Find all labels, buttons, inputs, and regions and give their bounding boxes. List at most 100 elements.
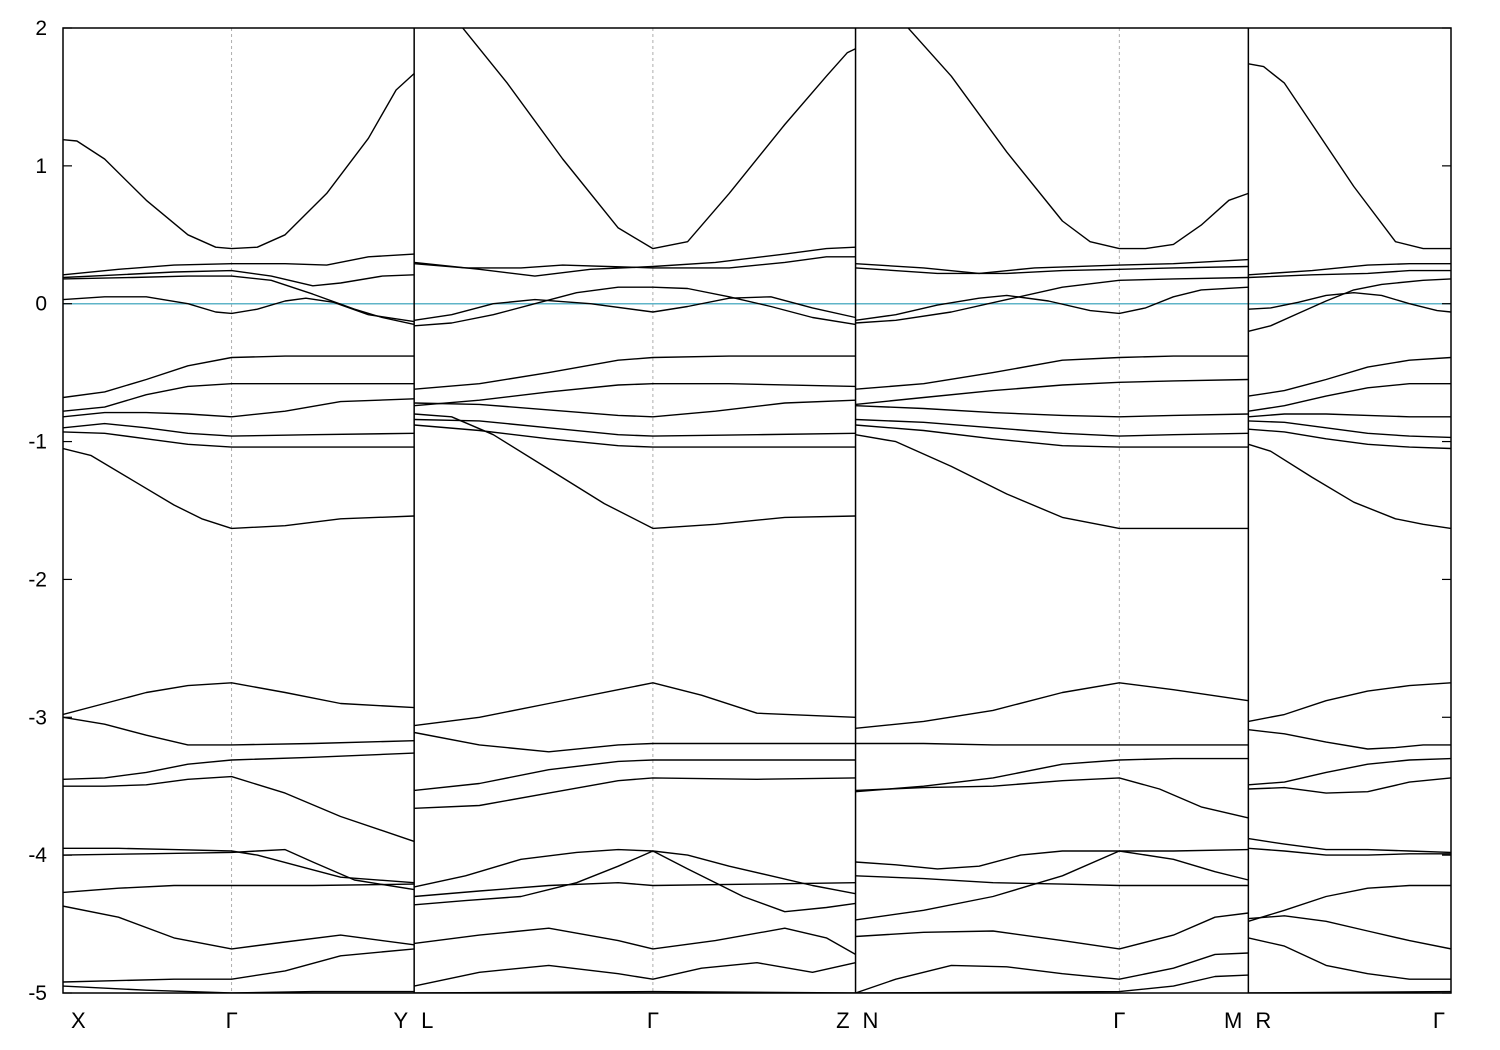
band-line-vb4: [414, 383, 856, 407]
band-line-cb2: [855, 258, 1249, 275]
band-line-vb7: [63, 431, 415, 448]
band-line-vb7: [855, 424, 1249, 448]
band-line-vb3: [63, 355, 415, 399]
band-line-d1: [1248, 682, 1451, 723]
band-line-d6: [414, 882, 856, 898]
band-line-d3: [414, 759, 856, 792]
band-line-vb1: [855, 286, 1249, 321]
band-line-vb6: [855, 418, 1249, 437]
kpoint-label: Y: [393, 1008, 408, 1033]
band-line-d8: [855, 912, 1249, 950]
band-line-vb7: [1248, 428, 1451, 450]
band-line-d2: [855, 742, 1249, 746]
band-line-d6: [1248, 847, 1451, 856]
band-line-vb4: [855, 378, 1249, 406]
band-line-cb1: [1248, 63, 1451, 250]
kpoint-label: M: [1224, 1008, 1242, 1033]
band-line-cb3: [1248, 269, 1451, 279]
band-line-d2: [63, 716, 415, 746]
band-line-d4: [414, 777, 856, 809]
band-line-cb1: [63, 72, 415, 250]
band-line-d9: [63, 948, 415, 983]
band-line-cb2: [414, 246, 856, 277]
band-line-d7: [63, 883, 415, 894]
band-line-d7: [855, 850, 1249, 921]
band-line-vb2: [63, 275, 415, 326]
kpoint-label: X: [71, 1008, 86, 1033]
kpoint-label: R: [1255, 1008, 1271, 1033]
band-lines: [63, 28, 1451, 993]
band-line-vb8: [855, 434, 1249, 530]
y-tick-label: -4: [28, 844, 47, 867]
band-line-d9: [1248, 937, 1451, 980]
kpoint-label: Z: [836, 1008, 849, 1033]
plot-frame: [62, 27, 1452, 994]
y-tick-label: 1: [35, 155, 47, 178]
band-line-vb2: [1248, 278, 1451, 332]
band-line-d9: [414, 962, 856, 987]
y-tick-label: -2: [28, 568, 47, 591]
y-axis-ticks: 2 1 0 -1 -2 -3 -4 -5: [28, 17, 1451, 1005]
band-line-d4: [63, 775, 415, 843]
band-line-vb5: [1248, 413, 1451, 418]
band-line-d10: [414, 974, 1249, 993]
y-tick-label: -1: [28, 431, 47, 454]
band-line-vb8: [63, 447, 415, 530]
band-line-cb3: [414, 256, 856, 269]
kpoint-label: N: [863, 1008, 879, 1033]
segment-boundaries: [413, 28, 1250, 993]
band-line-d7: [414, 850, 856, 906]
y-tick-label: 2: [35, 17, 47, 40]
band-line-d1: [855, 682, 1249, 729]
band-line-vb3: [414, 355, 856, 390]
band-line-d1: [63, 682, 415, 716]
band-line-d4: [855, 777, 1249, 819]
kpoint-label: Γ: [226, 1008, 238, 1033]
y-tick-label: -3: [28, 706, 47, 729]
band-line-d8: [63, 905, 415, 950]
band-line-vb3: [1248, 356, 1451, 397]
band-line-vb6: [414, 418, 856, 437]
band-line-vb8: [414, 413, 856, 530]
band-line-vb3: [855, 355, 1249, 390]
band-line-d3: [1248, 757, 1451, 786]
band-line-cb1: [461, 28, 856, 250]
band-line-vb6: [1248, 420, 1451, 439]
band-line-vb6: [63, 422, 415, 437]
band-line-d3: [855, 757, 1249, 793]
band-line-vb1: [63, 296, 415, 323]
band-line-cb3: [63, 269, 415, 287]
band-line-cb2: [1248, 263, 1451, 276]
band-line-vb5: [63, 398, 415, 418]
band-line-vb7: [414, 424, 856, 448]
band-line-vb5: [855, 405, 1249, 418]
band-line-d5: [855, 848, 1249, 870]
band-line-d4: [1248, 777, 1451, 794]
band-line-vb1: [414, 296, 856, 321]
band-line-vb4: [1248, 383, 1451, 412]
band-line-d5: [63, 847, 415, 884]
vertical-grid-lines: [231, 28, 1120, 993]
band-line-d8: [1248, 915, 1451, 950]
band-line-d8: [414, 927, 856, 956]
kpoint-label: Γ: [1433, 1008, 1445, 1033]
band-line-cb3: [855, 265, 1249, 275]
kpoint-label: L: [421, 1008, 433, 1033]
y-tick-label: -5: [28, 982, 47, 1005]
band-line-cb1: [907, 28, 1249, 250]
kpoint-label: Γ: [1113, 1008, 1125, 1033]
band-line-vb4: [63, 383, 415, 412]
kpoint-label: Γ: [647, 1008, 659, 1033]
band-line-d6: [63, 848, 415, 891]
band-line-d2: [414, 731, 856, 753]
band-line-vb8: [1248, 443, 1451, 530]
band-line-d1: [414, 682, 856, 727]
band-line-d7: [1248, 884, 1451, 922]
band-line-vb1: [1248, 292, 1451, 313]
band-line-d10: [63, 985, 415, 993]
band-line-d5: [1248, 837, 1451, 854]
band-line-vb5: [414, 399, 856, 418]
band-line-d6: [855, 875, 1249, 887]
